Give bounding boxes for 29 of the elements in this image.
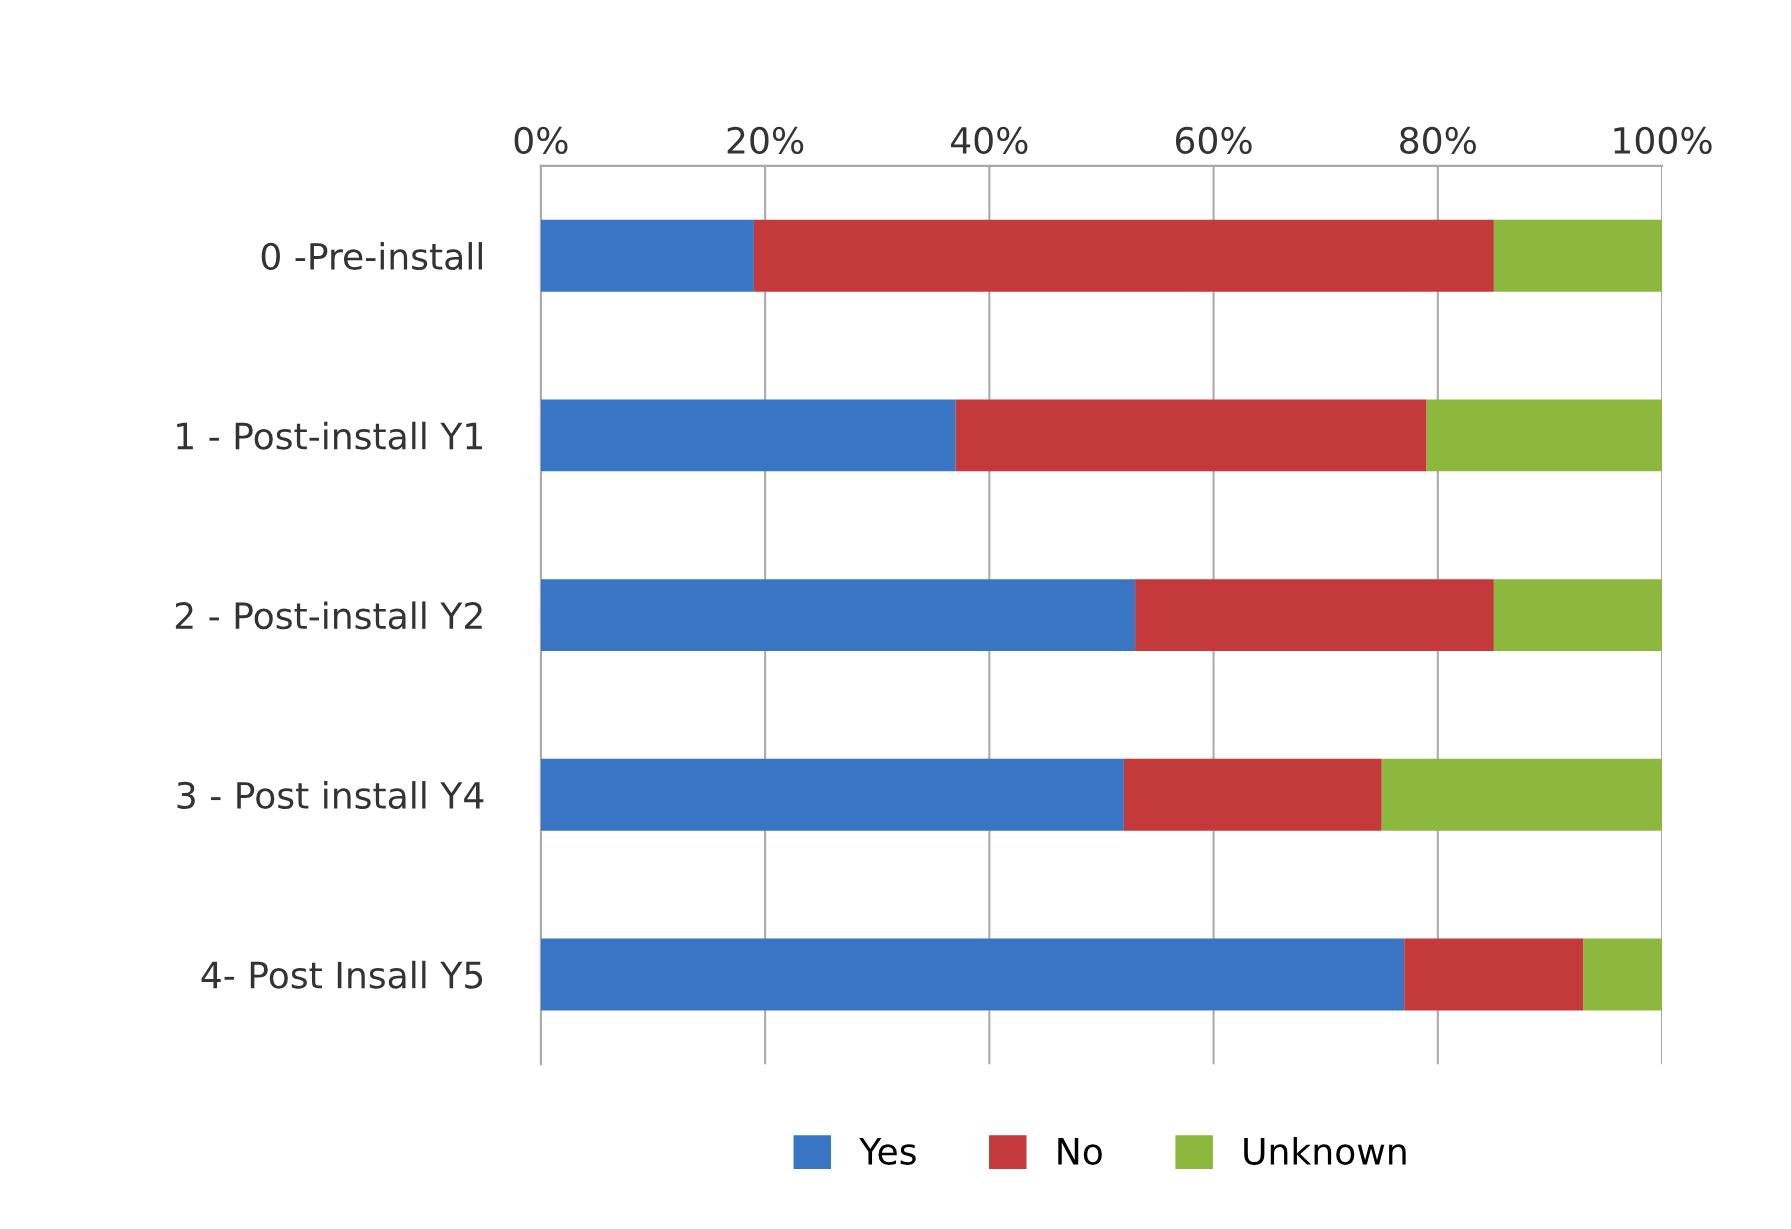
x-tick-label: 40%: [950, 126, 1028, 155]
bar: [955, 399, 1427, 472]
x-tick-label: 60%: [1175, 126, 1252, 155]
x-tick-label: 80%: [1400, 126, 1476, 155]
bar: [1135, 579, 1494, 652]
y-tick-label: 3 - Post install Y4: [177, 781, 484, 810]
legend-label: Unknown: [1244, 1136, 1406, 1165]
bar: [1493, 219, 1663, 292]
bar: [540, 758, 1124, 831]
x-tick-label: 20%: [727, 126, 804, 155]
bar: [1583, 938, 1663, 1011]
y-tick-label: 0 -Pre-install: [261, 242, 482, 270]
bar: [753, 219, 1494, 292]
x-tick-label: 0%: [514, 126, 568, 155]
y-tick-label: 2 - Post-install Y2: [175, 601, 482, 630]
bar: [1381, 758, 1663, 831]
bar: [1493, 579, 1663, 652]
legend-label: Yes: [859, 1138, 916, 1165]
bar: [1404, 938, 1584, 1011]
bar: [1426, 399, 1663, 472]
y-tick-label: 1 - Post-install Y1: [177, 421, 483, 450]
legend-label: No: [1058, 1138, 1102, 1165]
bar: [1123, 758, 1382, 831]
bar: [540, 938, 1405, 1011]
bar: [540, 219, 754, 292]
y-tick-label: 4- Post Insall Y5: [201, 960, 483, 989]
bar: [540, 579, 1136, 652]
bar: [540, 399, 956, 472]
x-tick-label: 100%: [1614, 126, 1712, 155]
